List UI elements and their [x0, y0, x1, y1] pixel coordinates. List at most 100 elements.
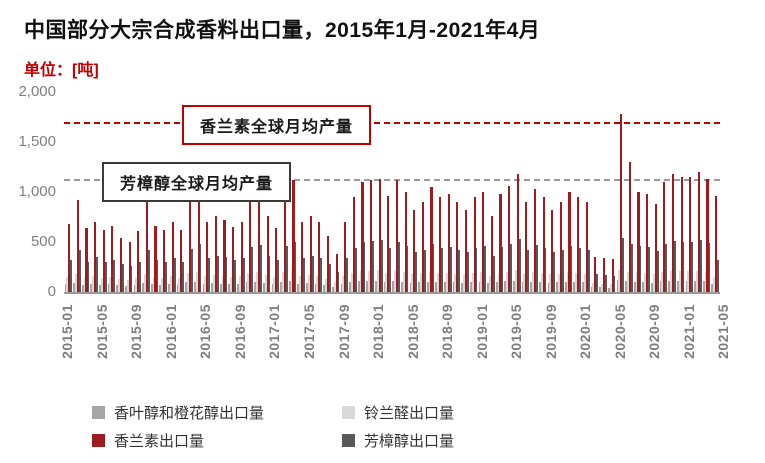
bar-linalool	[380, 240, 383, 292]
bar-linalool	[234, 260, 236, 292]
bar-linalool	[199, 244, 202, 292]
bar-linalool	[648, 247, 650, 292]
x-tick-label: 2018-01	[370, 304, 387, 359]
bar-vanillin	[137, 231, 140, 292]
bar-geraniol	[452, 282, 455, 292]
bar-lilial	[264, 275, 267, 292]
bar-lilial	[471, 273, 474, 292]
bar-geraniol	[116, 285, 119, 292]
bar-geraniol	[288, 281, 291, 292]
bar-linalool	[104, 262, 107, 292]
bar-vanillin	[421, 202, 424, 292]
bar-vanillin	[594, 257, 597, 292]
bar-group	[314, 92, 323, 292]
bar-linalool	[311, 256, 314, 292]
bar-geraniol	[538, 282, 541, 292]
bar-group	[547, 92, 556, 292]
bar-geraniol	[306, 283, 308, 292]
bar-vanillin	[352, 197, 355, 292]
bar-lilial	[454, 273, 457, 292]
bar-vanillin	[628, 162, 631, 292]
bar-geraniol	[340, 283, 343, 292]
bar-linalool	[699, 240, 702, 292]
bar-lilial	[695, 270, 698, 292]
bar-lilial	[316, 276, 319, 292]
bar-vanillin	[326, 236, 330, 292]
bar-vanillin	[76, 200, 79, 292]
bar-vanillin	[499, 194, 502, 292]
bar-lilial	[445, 272, 448, 292]
legend-item-lilial: 铃兰醛出口量	[342, 402, 562, 423]
bar-lilial	[592, 283, 595, 292]
bar-group	[176, 92, 185, 292]
bar-geraniol	[478, 281, 481, 292]
bar-geraniol	[564, 281, 567, 292]
bar-group	[81, 92, 90, 292]
bar-vanillin	[309, 216, 312, 292]
bar-geraniol	[202, 283, 205, 292]
bar-geraniol	[444, 281, 446, 292]
bar-geraniol	[168, 283, 170, 292]
bar-group	[150, 92, 159, 292]
legend-item-vanillin: 香兰素出口量	[92, 430, 342, 451]
bar-vanillin	[482, 192, 485, 292]
bar-group	[331, 92, 340, 292]
bar-group	[564, 92, 573, 292]
bar-lilial	[497, 272, 500, 292]
bar-geraniol	[124, 285, 127, 292]
bar-group	[513, 92, 522, 292]
bar-geraniol	[418, 282, 420, 292]
x-tick-label: 2016-01	[162, 304, 179, 359]
bar-lilial	[281, 272, 284, 292]
bar-linalool	[475, 248, 478, 292]
bar-group	[383, 92, 392, 292]
bar-group	[625, 92, 634, 292]
bar-linalool	[570, 246, 573, 292]
bar-linalool	[251, 247, 254, 292]
bar-vanillin	[102, 230, 105, 292]
bar-linalool	[492, 256, 495, 292]
bar-geraniol	[642, 281, 645, 292]
bar-lilial	[566, 272, 569, 292]
bar-lilial	[307, 275, 310, 292]
bar-lilial	[523, 273, 526, 292]
bar-group	[685, 92, 694, 292]
bar-vanillin	[257, 190, 261, 292]
bar-lilial	[161, 278, 164, 292]
bar-geraniol	[349, 282, 351, 292]
bar-vanillin	[551, 210, 554, 292]
bar-geraniol	[280, 281, 282, 292]
bar-group	[659, 92, 668, 292]
bar-linalool	[527, 250, 530, 292]
bar-vanillin	[180, 230, 183, 292]
bar-group	[392, 92, 401, 292]
bar-vanillin	[145, 199, 148, 292]
x-tick-label: 2019-01	[473, 304, 490, 359]
bar-linalool	[518, 239, 521, 292]
bar-vanillin	[715, 196, 718, 292]
bar-vanillin	[301, 222, 304, 292]
bar-lilial	[488, 275, 491, 292]
bar-vanillin	[361, 182, 364, 292]
bar-geraniol	[435, 282, 438, 292]
bar-group	[711, 92, 720, 292]
bar-vanillin	[464, 210, 468, 292]
bar-linalool	[441, 248, 443, 292]
bar-group	[254, 92, 263, 292]
bar-geraniol	[81, 284, 84, 292]
bar-vanillin	[395, 180, 399, 292]
bar-geraniol	[616, 280, 619, 292]
bar-geraniol	[513, 280, 515, 292]
x-tick-label: 2019-09	[542, 304, 559, 359]
bar-geraniol	[90, 283, 93, 292]
bar-lilial	[187, 273, 189, 292]
bar-vanillin	[344, 222, 347, 292]
bar-group	[306, 92, 315, 292]
bar-lilial	[221, 276, 224, 292]
bar-lilial	[342, 276, 345, 292]
bar-lilial	[359, 271, 362, 292]
bar-linalool	[294, 242, 297, 292]
bar-lilial	[411, 274, 414, 292]
bar-lilial	[704, 271, 707, 292]
bar-group	[418, 92, 427, 292]
